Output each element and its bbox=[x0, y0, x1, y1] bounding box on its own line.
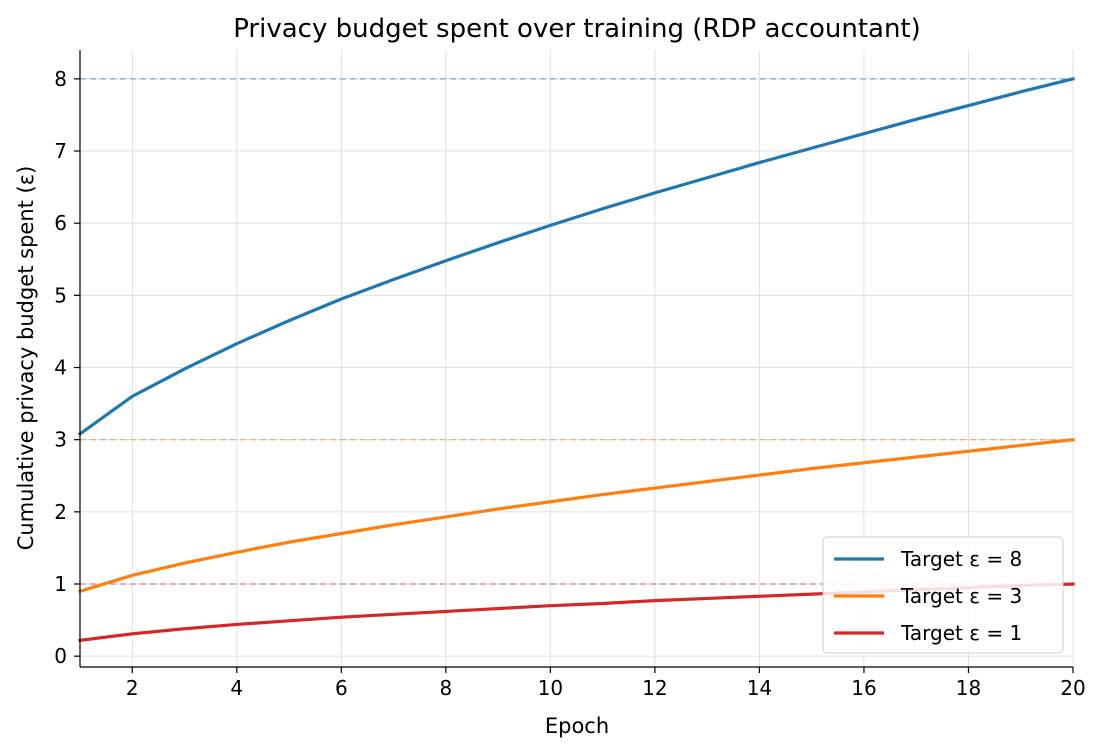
x-tick-label: 4 bbox=[230, 676, 243, 700]
series-line bbox=[78, 437, 1075, 594]
legend-label: Target ε = 3 bbox=[900, 584, 1022, 608]
y-tick-label: 1 bbox=[54, 572, 67, 596]
y-tick-label: 3 bbox=[54, 428, 67, 452]
axes bbox=[79, 50, 1073, 668]
legend-box bbox=[822, 536, 1064, 654]
x-tick-label: 16 bbox=[851, 676, 876, 700]
x-tick-label: 18 bbox=[956, 676, 981, 700]
legend: Target ε = 8 Target ε = 3 Target ε = 1 bbox=[822, 536, 1064, 654]
y-tick-label: 2 bbox=[54, 500, 67, 524]
x-tick-label: 2 bbox=[126, 676, 139, 700]
x-tick-label: 20 bbox=[1060, 676, 1085, 700]
series-line bbox=[77, 76, 1075, 437]
chart-title: Privacy budget spent over training (RDP … bbox=[233, 14, 921, 44]
x-tick-label: 8 bbox=[439, 676, 452, 700]
y-tick-label: 6 bbox=[54, 211, 67, 235]
legend-label: Target ε = 1 bbox=[900, 621, 1022, 645]
y-tick-label: 8 bbox=[54, 67, 67, 91]
y-tick-label: 7 bbox=[54, 139, 67, 163]
x-tick-label: 10 bbox=[538, 676, 563, 700]
y-ticks: 0 1 2 3 4 5 6 7 8 bbox=[54, 67, 80, 668]
y-axis-label: Cumulative privacy budget spent (ε) bbox=[14, 166, 38, 551]
x-ticks: 2 4 6 8 10 12 14 16 18 20 bbox=[126, 667, 1086, 700]
x-axis-label: Epoch bbox=[545, 714, 609, 738]
y-tick-label: 5 bbox=[54, 283, 67, 307]
y-tick-label: 4 bbox=[54, 356, 67, 380]
legend-label: Target ε = 8 bbox=[900, 547, 1022, 571]
x-tick-label: 6 bbox=[335, 676, 348, 700]
x-tick-label: 14 bbox=[747, 676, 772, 700]
x-tick-label: 12 bbox=[642, 676, 667, 700]
y-tick-label: 0 bbox=[54, 644, 67, 668]
target-reference-lines bbox=[80, 78, 1073, 585]
